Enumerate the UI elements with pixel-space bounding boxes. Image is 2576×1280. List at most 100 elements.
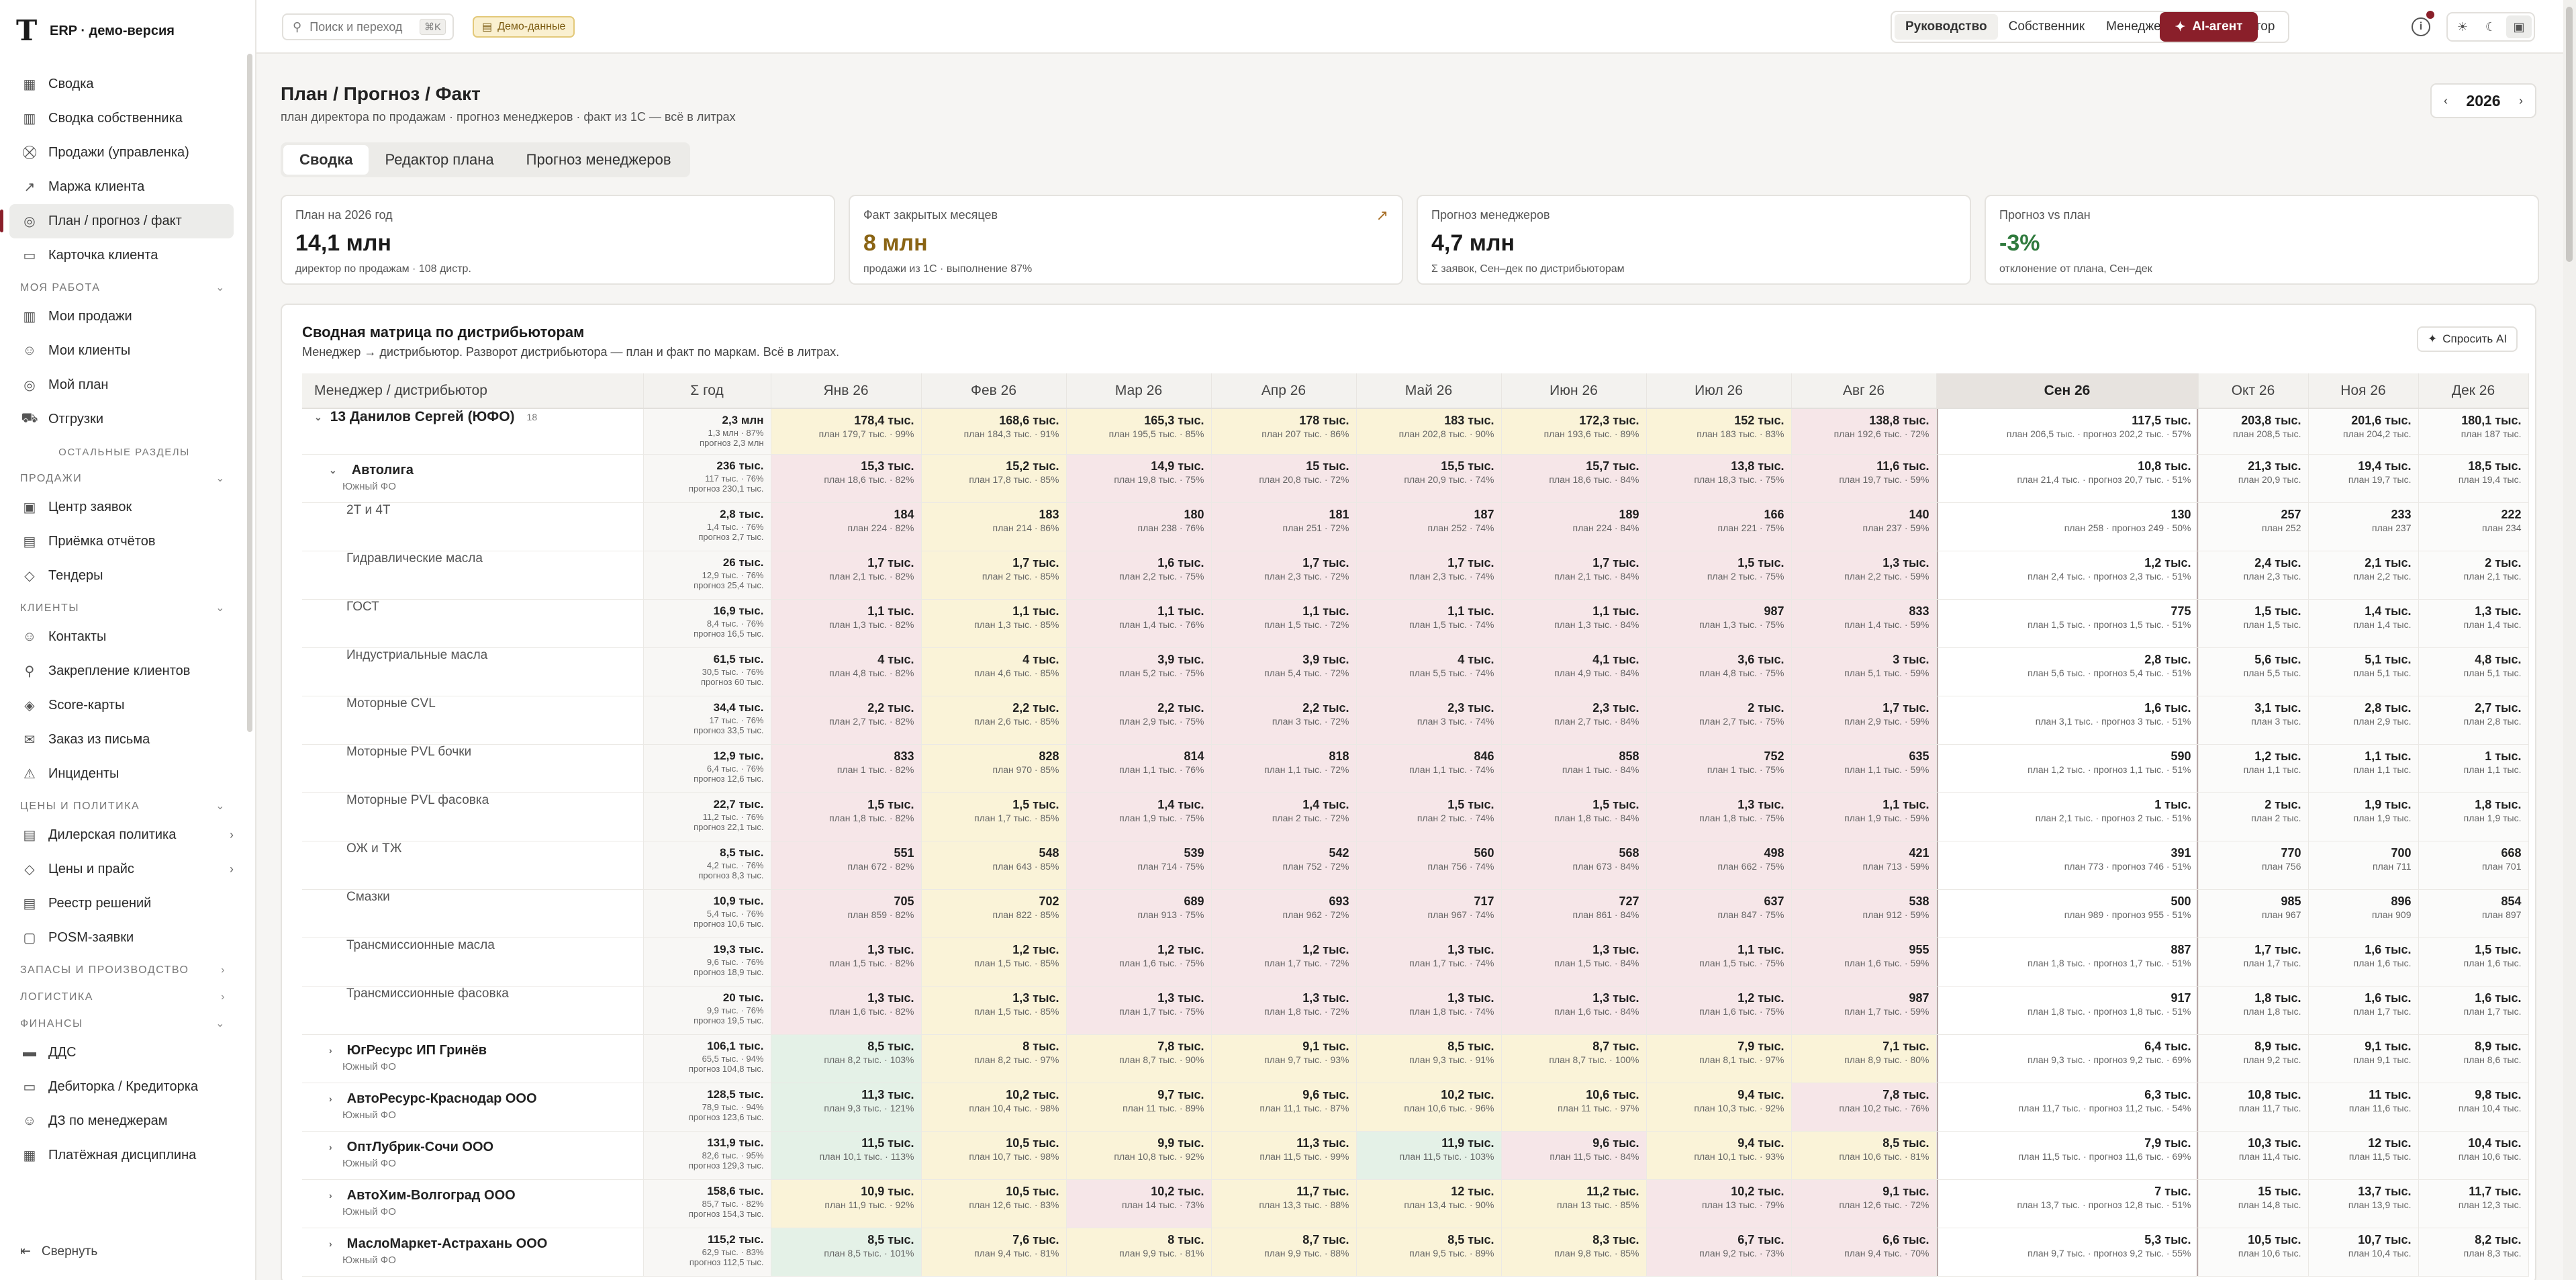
month-cell[interactable]: 11,7 тыс. план 12,3 тыс. (2418, 1179, 2529, 1228)
sidebar-item[interactable]: ◇ Цены и прайс › (0, 852, 248, 886)
sidebar-item[interactable]: ▢ POSM-заявки (0, 921, 248, 955)
month-cell[interactable]: 180 план 238 · 76% (1066, 502, 1212, 551)
brand-row[interactable]: Индустриальные масла 61,5 тыс. 30,5 тыс. ·… (302, 647, 2529, 696)
collapse-sidebar-button[interactable]: ⇤ Свернуть (20, 1244, 97, 1259)
month-cell[interactable]: 2 тыс. план 2,1 тыс. (2418, 551, 2529, 600)
month-cell[interactable]: 1,8 тыс. план 1,8 тыс. (2198, 986, 2309, 1035)
month-cell[interactable]: 166 план 221 · 75% (1646, 502, 1792, 551)
next-year-button[interactable]: › (2518, 93, 2523, 107)
month-cell[interactable]: 770 план 756 (2198, 841, 2309, 890)
month-cell[interactable]: 14,9 тыс. план 19,8 тыс. · 75% (1066, 454, 1212, 503)
month-cell[interactable]: 689 план 913 · 75% (1066, 889, 1212, 938)
brand-name-cell[interactable]: Моторные PVL бочки (302, 744, 644, 793)
month-cell[interactable]: 4 тыс. план 5,5 тыс. · 74% (1356, 647, 1502, 696)
month-cell[interactable]: 10,3 тыс. план 11,4 тыс. (2198, 1131, 2309, 1180)
month-cell[interactable]: 10,2 тыс. план 10,6 тыс. · 96% (1356, 1083, 1502, 1132)
monitor-icon[interactable]: ▣ (2506, 15, 2532, 38)
month-cell[interactable]: 10,4 тыс. план 10,6 тыс. (2418, 1131, 2529, 1180)
sidebar-item[interactable]: ☺ Контакты (0, 620, 248, 654)
month-cell[interactable]: 5,1 тыс. план 5,1 тыс. (2308, 647, 2419, 696)
month-cell[interactable]: 138,8 тыс. план 192,6 тыс. · 72% (1791, 408, 1937, 455)
month-cell[interactable]: 8,2 тыс. план 8,3 тыс. (2418, 1228, 2529, 1277)
month-cell[interactable]: 12 тыс. план 13,4 тыс. · 90% (1356, 1179, 1502, 1228)
manager-name-cell[interactable]: ⌄ 13 Данилов Сергей (ЮФО) 18 (302, 408, 644, 455)
sidebar-item[interactable]: ⛒ Продажи (управленка) (0, 136, 248, 170)
month-cell[interactable]: 693 план 962 · 72% (1211, 889, 1357, 938)
month-cell[interactable]: 183 план 214 · 86% (921, 502, 1067, 551)
month-cell[interactable]: 8,5 тыс. план 9,3 тыс. · 91% (1356, 1034, 1502, 1083)
month-cell[interactable]: 3 тыс. план 5,1 тыс. · 59% (1791, 647, 1937, 696)
month-cell[interactable]: 10,2 тыс. план 13 тыс. · 79% (1646, 1179, 1792, 1228)
month-cell[interactable]: 1 тыс. план 2,1 тыс. · прогноз 2 тыс. · 5… (1936, 792, 2199, 841)
month-cell[interactable]: 2 тыс. план 2 тыс. (2198, 792, 2309, 841)
sidebar-item[interactable]: ▭ Карточка клиента (0, 238, 248, 273)
brand-name-cell[interactable]: Индустриальные масла (302, 647, 644, 696)
month-cell[interactable]: 10,2 тыс. план 10,4 тыс. · 98% (921, 1083, 1067, 1132)
month-cell[interactable]: 1,3 тыс. план 1,7 тыс. · 75% (1066, 986, 1212, 1035)
month-cell[interactable]: 568 план 673 · 84% (1501, 841, 1647, 890)
brand-row[interactable]: ОЖ и ТЖ 8,5 тыс. 4,2 тыс. · 76% прогноз 8,3… (302, 841, 2529, 890)
brand[interactable]: T ERP · демо-версия (16, 17, 175, 45)
month-cell[interactable]: 1,3 тыс. план 1,8 тыс. · 75% (1646, 792, 1792, 841)
month-cell[interactable]: 10,7 тыс. план 10,4 тыс. (2308, 1228, 2419, 1277)
month-cell[interactable]: 9,1 тыс. план 9,1 тыс. (2308, 1034, 2419, 1083)
month-cell[interactable]: 180,1 тыс. план 187 тыс. (2418, 408, 2529, 455)
month-cell[interactable]: 117,5 тыс. план 206,5 тыс. · прогноз 202,… (1936, 408, 2199, 455)
month-cell[interactable]: 7,8 тыс. план 8,7 тыс. · 90% (1066, 1034, 1212, 1083)
brand-row[interactable]: 2Т и 4Т 2,8 тыс. 1,4 тыс. · 76% прогноз 2,7… (302, 502, 2529, 551)
month-cell[interactable]: 2,2 тыс. план 3 тыс. · 72% (1211, 696, 1357, 745)
month-cell[interactable]: 13,7 тыс. план 13,9 тыс. (2308, 1179, 2419, 1228)
month-cell[interactable]: 590 план 1,2 тыс. · прогноз 1,1 тыс. · 51… (1936, 744, 2199, 793)
month-cell[interactable]: 3,1 тыс. план 3 тыс. (2198, 696, 2309, 745)
month-cell[interactable]: 7,8 тыс. план 10,2 тыс. · 76% (1791, 1083, 1937, 1132)
month-cell[interactable]: 7 тыс. план 13,7 тыс. · прогноз 12,8 тыс.… (1936, 1179, 2199, 1228)
month-cell[interactable]: 9,1 тыс. план 12,6 тыс. · 72% (1791, 1179, 1937, 1228)
month-cell[interactable]: 1,3 тыс. план 1,7 тыс. · 74% (1356, 938, 1502, 987)
info-icon[interactable]: i (2412, 11, 2434, 36)
month-cell[interactable]: 1,1 тыс. план 1,5 тыс. · 72% (1211, 599, 1357, 648)
sidebar-section-title[interactable]: Цены и политика ⌄ (20, 801, 226, 812)
month-cell[interactable]: 1,5 тыс. план 1,8 тыс. · 82% (771, 792, 922, 841)
month-cell[interactable]: 12 тыс. план 11,5 тыс. (2308, 1131, 2419, 1180)
month-cell[interactable]: 8,5 тыс. план 8,5 тыс. · 101% (771, 1228, 922, 1277)
month-cell[interactable]: 668 план 701 (2418, 841, 2529, 890)
month-cell[interactable]: 814 план 1,1 тыс. · 76% (1066, 744, 1212, 793)
month-cell[interactable]: 1,2 тыс. план 1,6 тыс. · 75% (1066, 938, 1212, 987)
month-cell[interactable]: 15,5 тыс. план 20,9 тыс. · 74% (1356, 454, 1502, 503)
month-cell[interactable]: 15 тыс. план 20,8 тыс. · 72% (1211, 454, 1357, 503)
month-cell[interactable]: 11,6 тыс. план 19,7 тыс. · 59% (1791, 454, 1937, 503)
month-cell[interactable]: 201,6 тыс. план 204,2 тыс. (2308, 408, 2419, 455)
month-cell[interactable]: 3,9 тыс. план 5,4 тыс. · 72% (1211, 647, 1357, 696)
month-cell[interactable]: 1,2 тыс. план 1,1 тыс. (2198, 744, 2309, 793)
month-cell[interactable]: 9,6 тыс. план 11,5 тыс. · 84% (1501, 1131, 1647, 1180)
brand-name-cell[interactable]: Трансмиссионные фасовка (302, 986, 644, 1035)
month-cell[interactable]: 2,2 тыс. план 2,6 тыс. · 85% (921, 696, 1067, 745)
month-cell[interactable]: 1,3 тыс. план 2,2 тыс. · 59% (1791, 551, 1937, 600)
month-cell[interactable]: 2,3 тыс. план 2,7 тыс. · 84% (1501, 696, 1647, 745)
month-cell[interactable]: 1,4 тыс. план 1,4 тыс. (2308, 599, 2419, 648)
sidebar-item[interactable]: ✉ Заказ из письма (0, 723, 248, 757)
month-cell[interactable]: 833 план 1 тыс. · 82% (771, 744, 922, 793)
month-cell[interactable]: 1,3 тыс. план 1,5 тыс. · 84% (1501, 938, 1647, 987)
month-cell[interactable]: 11 тыс. план 11,6 тыс. (2308, 1083, 2419, 1132)
moon-icon[interactable]: ☾ (2485, 19, 2497, 34)
month-cell[interactable]: 6,7 тыс. план 9,2 тыс. · 73% (1646, 1228, 1792, 1277)
brand-name-cell[interactable]: ОЖ и ТЖ (302, 841, 644, 890)
month-cell[interactable]: 539 план 714 · 75% (1066, 841, 1212, 890)
sidebar-item[interactable]: ◇ Тендеры (0, 559, 248, 593)
month-cell[interactable]: 538 план 912 · 59% (1791, 889, 1937, 938)
month-cell[interactable]: 985 план 967 (2198, 889, 2309, 938)
month-cell[interactable]: 9,4 тыс. план 10,1 тыс. · 93% (1646, 1131, 1792, 1180)
month-cell[interactable]: 8,5 тыс. план 10,6 тыс. · 81% (1791, 1131, 1937, 1180)
month-cell[interactable]: 11,7 тыс. план 13,3 тыс. · 88% (1211, 1179, 1357, 1228)
brand-name-cell[interactable]: Гидравлические масла (302, 551, 644, 600)
sidebar-item[interactable]: ⚲ Закрепление клиентов (0, 654, 248, 688)
month-cell[interactable]: 181 план 251 · 72% (1211, 502, 1357, 551)
month-cell[interactable]: 1,5 тыс. план 1,6 тыс. (2418, 938, 2529, 987)
sidebar-item[interactable]: ▬ ДДС (0, 1036, 248, 1070)
month-cell[interactable]: 6,6 тыс. план 9,4 тыс. · 70% (1791, 1228, 1937, 1277)
month-cell[interactable]: 2,1 тыс. план 2,2 тыс. (2308, 551, 2419, 600)
month-cell[interactable]: 2,2 тыс. план 2,9 тыс. · 75% (1066, 696, 1212, 745)
month-cell[interactable]: 1,7 тыс. план 2 тыс. · 85% (921, 551, 1067, 600)
month-cell[interactable]: 727 план 861 · 84% (1501, 889, 1647, 938)
